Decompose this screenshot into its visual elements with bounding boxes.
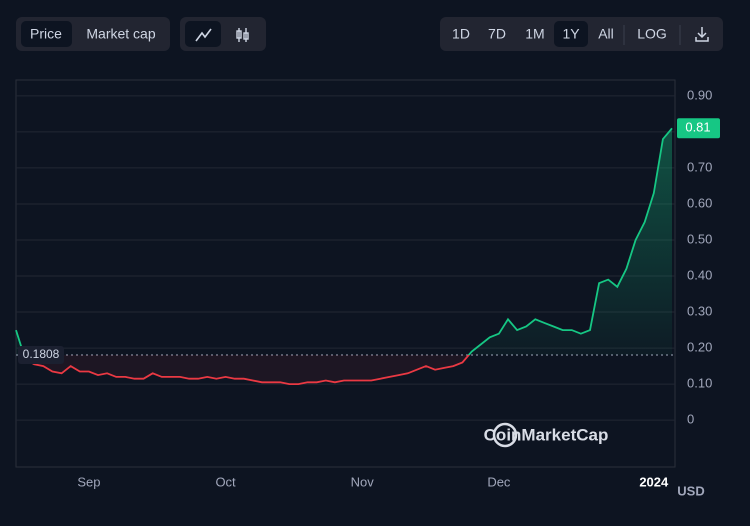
selected-range	[554, 21, 588, 47]
y-tick-label: 0.50	[687, 231, 712, 246]
baseline-tag	[18, 346, 64, 365]
y-tick-label: 0.40	[687, 267, 712, 282]
selected-tab	[21, 21, 72, 47]
x-tick-label: 2024	[639, 474, 669, 489]
y-tick-label: 0	[687, 412, 694, 427]
y-tick-label: 0.70	[687, 159, 712, 174]
market-cap-tab[interactable]: Market cap	[86, 26, 155, 42]
y-tick-label: 0.30	[687, 303, 712, 318]
y-tick-label: 0.10	[687, 376, 712, 391]
line-icon	[195, 28, 212, 42]
x-tick-label: Nov	[351, 474, 375, 489]
y-tick-label: 0.90	[687, 87, 712, 102]
range-button[interactable]: 1Y	[562, 26, 580, 42]
currency: USD	[677, 483, 704, 498]
range-button[interactable]: 1M	[525, 26, 544, 42]
x-tick-label: Sep	[77, 474, 100, 489]
y-tick-label: 0.60	[687, 195, 712, 210]
plot: 00.100.200.300.400.500.600.700.800.90Sep…	[15, 87, 720, 489]
logo	[492, 422, 518, 448]
download-button[interactable]	[695, 27, 709, 42]
price-tag-label: 0.81	[685, 120, 710, 135]
baseline-label: 0.1808	[23, 347, 60, 361]
range-button[interactable]: All	[598, 26, 614, 42]
price-tag	[677, 118, 720, 139]
price-line	[22, 355, 470, 385]
price-line	[15, 127, 673, 356]
y-tick-label: 0.20	[687, 340, 712, 355]
plot-frame	[15, 79, 676, 468]
price-tab[interactable]: Price	[30, 26, 62, 42]
x-tick-label: Dec	[487, 474, 511, 489]
range-button[interactable]: 1D	[452, 26, 470, 42]
candle-button[interactable]	[236, 28, 249, 42]
x-tick-label: Oct	[215, 474, 236, 489]
range-button[interactable]: 7D	[488, 26, 506, 42]
log-button[interactable]: LOG	[637, 26, 667, 42]
area	[16, 128, 672, 356]
watermark: CoinMarketCap	[484, 425, 609, 444]
